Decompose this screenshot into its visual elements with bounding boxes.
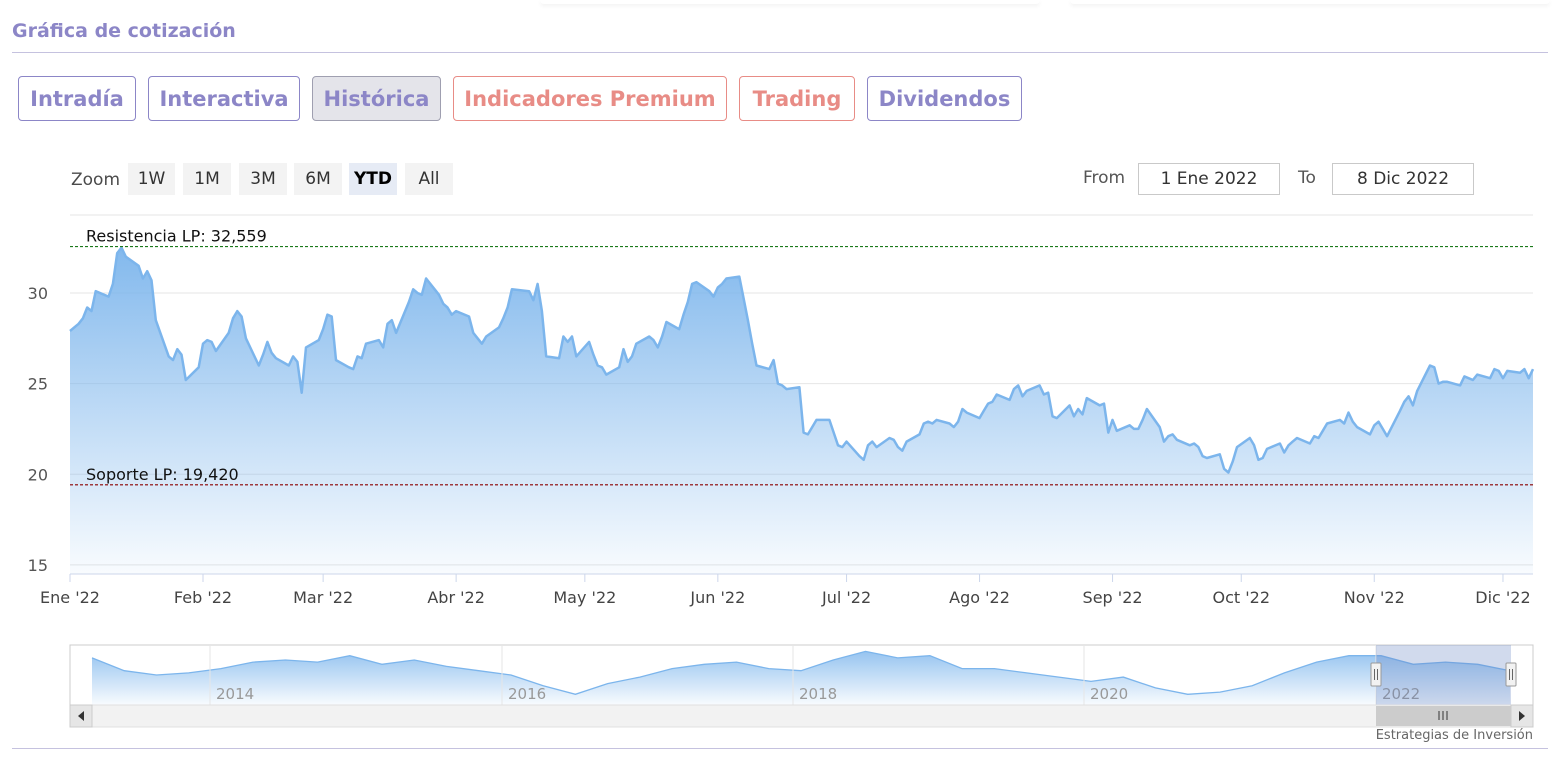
x-tick-label: Dic '22 xyxy=(1475,588,1530,607)
navigator-right-handle[interactable] xyxy=(1505,662,1517,687)
chart-credit[interactable]: Estrategias de Inversión xyxy=(1375,728,1533,743)
bottom-divider xyxy=(12,748,1548,749)
range-to-input[interactable] xyxy=(1332,163,1474,195)
main-plot-area: 15 20 25 30 Resistencia LP: 32,559 Soporte LP… xyxy=(28,214,1535,607)
navigator-area xyxy=(92,651,1510,705)
resistance-line-label: Resistencia LP: 32,559 xyxy=(86,227,267,246)
scroll-left-arrow-icon xyxy=(78,711,84,721)
navigator-line xyxy=(91,650,1511,695)
y-tick-label: 15 xyxy=(28,556,48,575)
x-tick-label: Ene '22 xyxy=(40,588,100,607)
zoom-all-button[interactable]: All xyxy=(405,163,453,195)
section-title: Gráfica de cotización xyxy=(12,20,236,42)
x-tick-label: Jun '22 xyxy=(689,588,745,607)
zoom-1w-button[interactable]: 1W xyxy=(128,163,175,195)
x-tick-label: Jul '22 xyxy=(821,588,871,607)
range-from-label: From xyxy=(1083,168,1126,188)
navigator-year-label: 2020 xyxy=(1090,685,1128,703)
x-tick-label: Feb '22 xyxy=(174,588,232,607)
x-tick-label: Mar '22 xyxy=(293,588,353,607)
navigator-selection[interactable] xyxy=(1376,645,1511,705)
scrollbar-track[interactable] xyxy=(69,704,1534,728)
zoom-ytd-button[interactable]: YTD xyxy=(349,163,397,195)
navigator-year-label: 2022 xyxy=(1382,685,1420,703)
y-tick-label: 30 xyxy=(28,284,48,303)
x-tick-label: May '22 xyxy=(553,588,616,607)
zoom-6m-button[interactable]: 6M xyxy=(294,163,342,195)
tab-indicadores-premium[interactable]: Indicadores Premium xyxy=(453,76,727,121)
x-tick-label: Oct '22 xyxy=(1213,588,1271,607)
handle-body xyxy=(1505,662,1517,687)
x-tick-label: Abr '22 xyxy=(427,588,485,607)
tab-trading[interactable]: Trading xyxy=(739,76,855,121)
tab-intradia[interactable]: Intradía xyxy=(18,76,136,121)
zoom-3m-button[interactable]: 3M xyxy=(239,163,287,195)
zoom-label: Zoom xyxy=(71,170,121,190)
navigator-left-handle[interactable] xyxy=(1370,662,1382,687)
y-tick-label: 20 xyxy=(28,465,48,484)
range-to-label: To xyxy=(1298,168,1316,188)
support-line-label: Soporte LP: 19,420 xyxy=(86,465,239,484)
tab-dividendos[interactable]: Dividendos xyxy=(867,76,1022,121)
zoom-1m-button[interactable]: 1M xyxy=(183,163,231,195)
navigator-scrollbar[interactable] xyxy=(69,704,1534,728)
navigator[interactable]: 2014 2016 2018 2020 2022 xyxy=(69,644,1534,728)
x-tick-label: Sep '22 xyxy=(1083,588,1143,607)
navigator-year-label: 2018 xyxy=(799,685,837,703)
range-from-input[interactable] xyxy=(1138,163,1280,195)
x-tick-label: Ago '22 xyxy=(949,588,1010,607)
navigator-year-label: 2014 xyxy=(216,685,254,703)
tab-interactiva[interactable]: Interactiva xyxy=(148,76,300,121)
x-tick-label: Nov '22 xyxy=(1344,588,1405,607)
handle-body xyxy=(1370,662,1382,687)
title-divider xyxy=(12,52,1548,53)
tab-historica[interactable]: Histórica xyxy=(312,76,441,121)
navigator-year-label: 2016 xyxy=(508,685,546,703)
y-tick-label: 25 xyxy=(28,375,48,394)
price-line xyxy=(69,246,1535,474)
scroll-right-arrow-icon xyxy=(1519,711,1525,721)
